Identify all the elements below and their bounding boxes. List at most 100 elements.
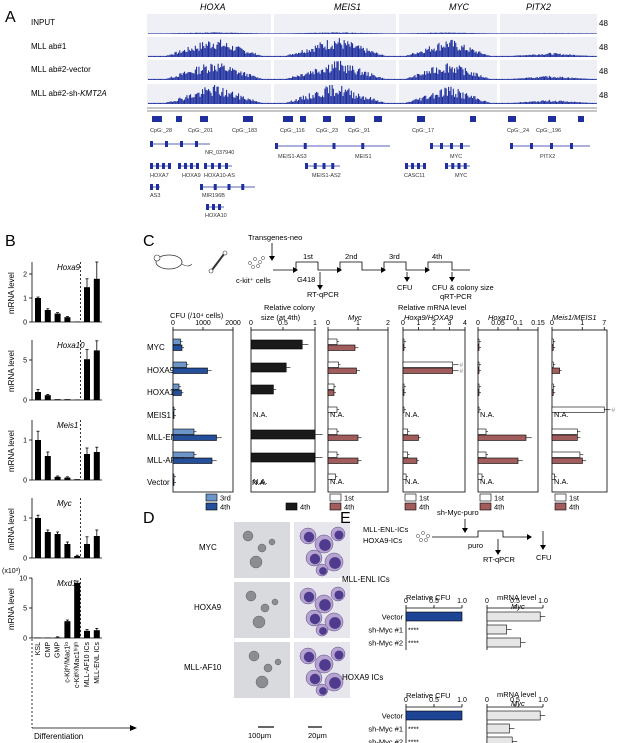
chip-peak [277, 102, 279, 104]
chip-peak [250, 53, 252, 57]
chip-peak [534, 54, 536, 57]
c-legend-swatch [404, 502, 417, 511]
chip-peak [482, 33, 484, 34]
chip-peak [341, 64, 343, 80]
chip-peak [311, 73, 313, 80]
chip-peak [216, 44, 218, 57]
chip-peak [270, 102, 272, 104]
chip-peak [163, 33, 165, 34]
e-xtick-label: 1.0 [538, 598, 548, 605]
chip-peak [522, 55, 524, 57]
chip-peak [187, 72, 189, 80]
chip-peak [361, 96, 363, 104]
track-label-mll1: MLL ab#1 [31, 42, 67, 51]
b-bar [44, 395, 51, 400]
track-label-mll2-vector: MLL ab#2-vector [31, 65, 91, 74]
chip-peak [361, 72, 363, 80]
chip-peak [202, 32, 204, 34]
chip-peak [552, 54, 554, 57]
chip-peak [257, 77, 259, 80]
c-bar [402, 344, 405, 351]
chip-peak [574, 78, 576, 80]
chip-peak [202, 70, 204, 80]
c-step-ckit: c-kit⁺ cells [236, 276, 271, 285]
c-bar [551, 361, 554, 368]
b-bar [44, 532, 51, 558]
chip-peak [552, 33, 554, 34]
c-bar [327, 428, 338, 435]
chip-peak [323, 47, 325, 57]
track-bg [147, 84, 597, 104]
c-header-hoxa9: Hoxa9/HOXA9 [404, 313, 454, 322]
chip-peak [390, 55, 392, 57]
chip-peak [484, 54, 486, 57]
colony-blob [268, 538, 276, 546]
gene-exon [227, 184, 231, 190]
chip-peak [229, 66, 231, 80]
chip-peak [239, 99, 241, 104]
chip-peak [204, 87, 206, 104]
e-significance: **** [408, 740, 419, 743]
chip-peak [536, 77, 538, 80]
chip-peak [269, 102, 271, 104]
c-schema: Transgenes-neo c-kit⁺ cells 1st 2nd 3rd … [153, 233, 494, 301]
chip-peak [490, 102, 492, 104]
chip-peak [364, 71, 366, 80]
gene-exon [156, 184, 159, 190]
chip-peak [580, 102, 582, 104]
chip-peak [415, 77, 417, 80]
chip-peak [470, 33, 472, 34]
chip-peak [287, 55, 289, 57]
chip-peak [278, 55, 280, 57]
chip-peak [439, 32, 441, 34]
chip-peak [385, 102, 387, 104]
chip-peak [366, 32, 368, 34]
e-row-label: sh-Myc #2 [368, 639, 403, 648]
chip-peak [450, 40, 452, 57]
chip-peak [174, 77, 176, 80]
transcript-label: HOXA10-AS [204, 173, 235, 179]
gene-exon [218, 163, 221, 169]
chip-peak [524, 33, 526, 34]
chip-peak [428, 97, 430, 104]
c-bar [327, 457, 359, 464]
chip-peak [374, 33, 376, 34]
chip-peak [587, 55, 589, 57]
chip-peak [403, 33, 405, 34]
chip-peak [392, 102, 394, 104]
chip-peak [402, 55, 404, 57]
chip-peak [314, 32, 316, 34]
chip-peak [307, 52, 309, 57]
chip-peak [433, 98, 435, 104]
chip-peak [245, 32, 247, 34]
chip-peak [362, 33, 364, 34]
c-xtick-label: 1000 [195, 320, 211, 327]
gene-exon [206, 204, 209, 210]
e-xtick-label: 0.5 [429, 598, 439, 605]
c-step-qrtpcr: qRT-PCR [440, 292, 473, 301]
chip-peak [289, 101, 291, 104]
d-row-labels: MYC HOXA9 MLL-AF10 [184, 543, 222, 672]
chip-peak [462, 32, 464, 34]
chip-peak [407, 55, 409, 57]
chip-peak [299, 97, 301, 104]
c-legend-swatch [404, 493, 417, 502]
chip-peak [490, 55, 492, 57]
chip-peak [582, 33, 584, 34]
chip-peak [349, 95, 351, 104]
e-row-label: sh-Myc #2 [368, 738, 403, 743]
chip-peak [577, 33, 579, 34]
chip-peak [487, 55, 489, 57]
gene-exon [405, 163, 408, 169]
chip-peak [502, 55, 504, 57]
chip-peak [247, 52, 249, 57]
e-right-header1: mRNA level [497, 690, 537, 699]
chip-peak [402, 33, 404, 34]
chip-peak [536, 33, 538, 34]
chip-peak [294, 100, 296, 104]
gene-exon [550, 143, 553, 149]
chip-peak [533, 101, 535, 104]
chip-peak [227, 47, 229, 57]
chip-peak [266, 55, 268, 57]
chip-peak [308, 50, 310, 57]
